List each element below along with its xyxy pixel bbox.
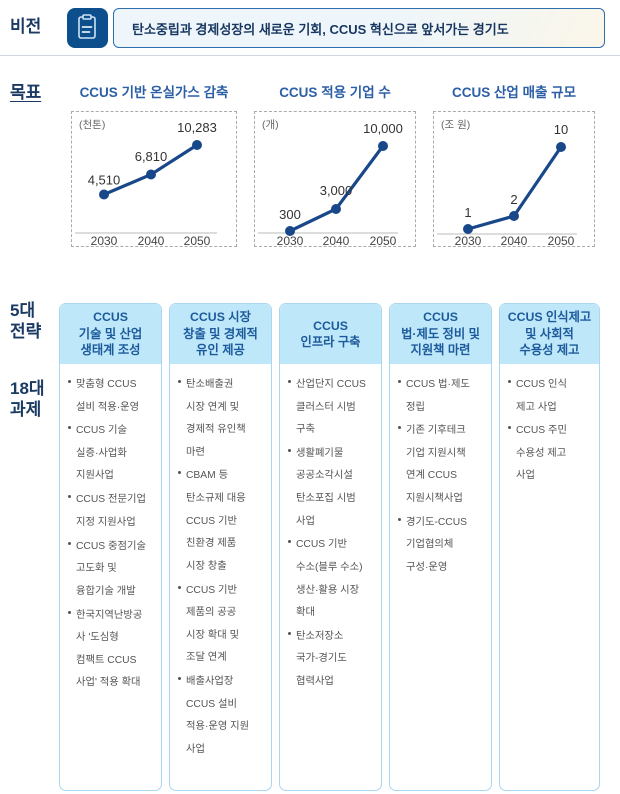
svg-text:2030: 2030 bbox=[91, 234, 118, 247]
svg-text:2040: 2040 bbox=[323, 234, 350, 247]
svg-text:2030: 2030 bbox=[455, 234, 482, 247]
svg-text:2040: 2040 bbox=[501, 234, 528, 247]
svg-text:2: 2 bbox=[510, 192, 517, 207]
svg-text:2040: 2040 bbox=[138, 234, 165, 247]
svg-text:10,283: 10,283 bbox=[177, 120, 217, 135]
svg-text:10: 10 bbox=[554, 122, 568, 137]
svg-text:2050: 2050 bbox=[548, 234, 575, 247]
svg-text:1: 1 bbox=[464, 205, 471, 220]
svg-text:4,510: 4,510 bbox=[88, 173, 121, 188]
svg-text:2030: 2030 bbox=[277, 234, 304, 247]
svg-text:3,000: 3,000 bbox=[320, 183, 353, 198]
svg-text:2050: 2050 bbox=[184, 234, 211, 247]
svg-text:6,810: 6,810 bbox=[135, 149, 168, 164]
svg-text:2050: 2050 bbox=[370, 234, 397, 247]
svg-text:10,000: 10,000 bbox=[363, 121, 403, 136]
svg-text:300: 300 bbox=[279, 207, 301, 222]
